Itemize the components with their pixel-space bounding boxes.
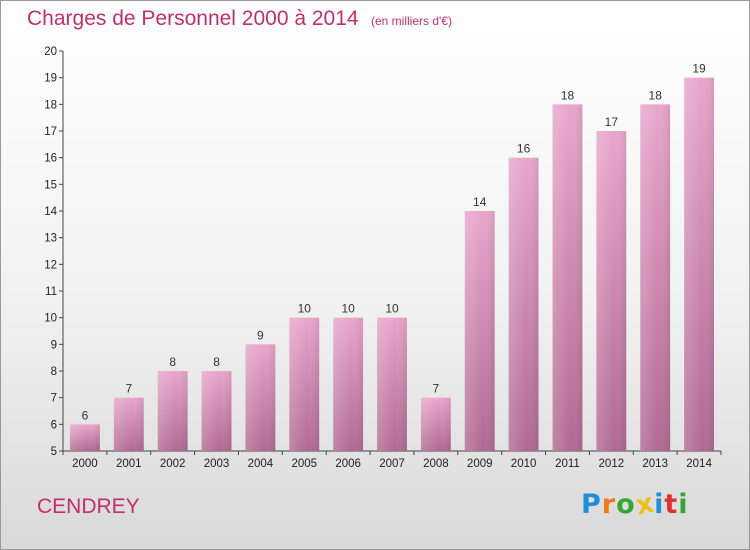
x-tick-label-2014: 2014 xyxy=(686,458,712,470)
y-tick-label: 11 xyxy=(45,286,57,298)
y-tick-label: 5 xyxy=(51,446,57,458)
y-tick-label: 7 xyxy=(51,393,57,405)
data-label-2005: 10 xyxy=(298,302,312,316)
bar-shade-2005 xyxy=(289,317,320,451)
bar-shade-2013 xyxy=(640,104,671,451)
x-tick-label-2002: 2002 xyxy=(160,458,186,470)
x-tick-label-2013: 2013 xyxy=(642,458,668,470)
bar-shade-2004 xyxy=(245,344,276,451)
y-tick-label: 19 xyxy=(44,73,57,85)
data-label-2011: 18 xyxy=(561,88,575,102)
bar-shade-2008 xyxy=(420,397,451,451)
data-label-2004: 9 xyxy=(257,328,264,342)
data-label-2008: 7 xyxy=(433,382,440,396)
logo-letter: t xyxy=(664,489,679,520)
x-tick-label-2010: 2010 xyxy=(511,458,537,470)
data-label-2012: 17 xyxy=(605,115,619,129)
logo-letter: o xyxy=(616,489,636,520)
y-tick-label: 13 xyxy=(44,233,57,245)
x-tick-label-2003: 2003 xyxy=(204,458,230,470)
y-tick-label: 12 xyxy=(44,259,57,271)
x-tick-label-2009: 2009 xyxy=(467,458,493,470)
bar-shade-2014 xyxy=(684,77,714,452)
x-tick-label-2004: 2004 xyxy=(248,458,274,470)
x-tick-label-2008: 2008 xyxy=(423,458,449,470)
bar-shade-2001 xyxy=(113,397,144,451)
x-tick-label-2000: 2000 xyxy=(72,458,98,470)
bar-shade-2003 xyxy=(201,371,232,451)
logo-letter: r xyxy=(601,489,617,520)
x-tick-label-2001: 2001 xyxy=(116,458,142,470)
y-tick-label: 16 xyxy=(44,153,57,165)
y-tick-label: 20 xyxy=(44,46,57,58)
y-tick-label: 18 xyxy=(44,99,57,111)
chart-title: Charges de Personnel 2000 à 2014 xyxy=(27,7,359,30)
data-label-2009: 14 xyxy=(473,195,487,209)
data-label-2003: 8 xyxy=(213,355,220,369)
y-tick-label: 6 xyxy=(51,419,57,431)
bar-shade-2010 xyxy=(508,157,539,451)
data-label-2006: 10 xyxy=(341,302,355,316)
bar-shade-2011 xyxy=(552,104,583,451)
logo-letter: i xyxy=(654,489,665,520)
x-tick-label-2007: 2007 xyxy=(379,458,405,470)
proxiti-logo[interactable]: Proxiti xyxy=(581,487,689,521)
data-label-2010: 16 xyxy=(517,142,531,156)
data-label-2014: 19 xyxy=(692,62,706,76)
bar-shade-2012 xyxy=(596,131,627,451)
bar-shade-2007 xyxy=(377,317,407,451)
data-label-2001: 7 xyxy=(125,382,132,396)
bar-shade-2000 xyxy=(70,424,100,451)
x-tick-label-2012: 2012 xyxy=(599,458,625,470)
x-tick-label-2005: 2005 xyxy=(291,458,317,470)
y-tick-label: 10 xyxy=(44,313,57,325)
y-tick-label: 8 xyxy=(51,366,57,378)
bar-shade-2006 xyxy=(333,317,364,451)
data-label-2002: 8 xyxy=(169,355,176,369)
y-tick-label: 17 xyxy=(44,126,57,138)
bar-shade-2002 xyxy=(157,371,188,451)
data-label-2007: 10 xyxy=(385,302,399,316)
data-label-2000: 6 xyxy=(82,408,89,422)
y-tick-label: 9 xyxy=(51,339,57,351)
y-tick-label: 15 xyxy=(44,179,57,191)
logo-letter: i xyxy=(678,489,689,520)
chart-subtitle: (en milliers d'€) xyxy=(371,14,452,28)
x-tick-label-2011: 2011 xyxy=(555,458,580,470)
x-tick-label-2006: 2006 xyxy=(335,458,361,470)
y-tick-label: 14 xyxy=(44,206,57,218)
data-label-2013: 18 xyxy=(649,88,663,102)
bar-shade-2009 xyxy=(464,211,495,451)
commune-name: CENDREY xyxy=(37,495,140,518)
logo-letter: P xyxy=(581,489,602,520)
